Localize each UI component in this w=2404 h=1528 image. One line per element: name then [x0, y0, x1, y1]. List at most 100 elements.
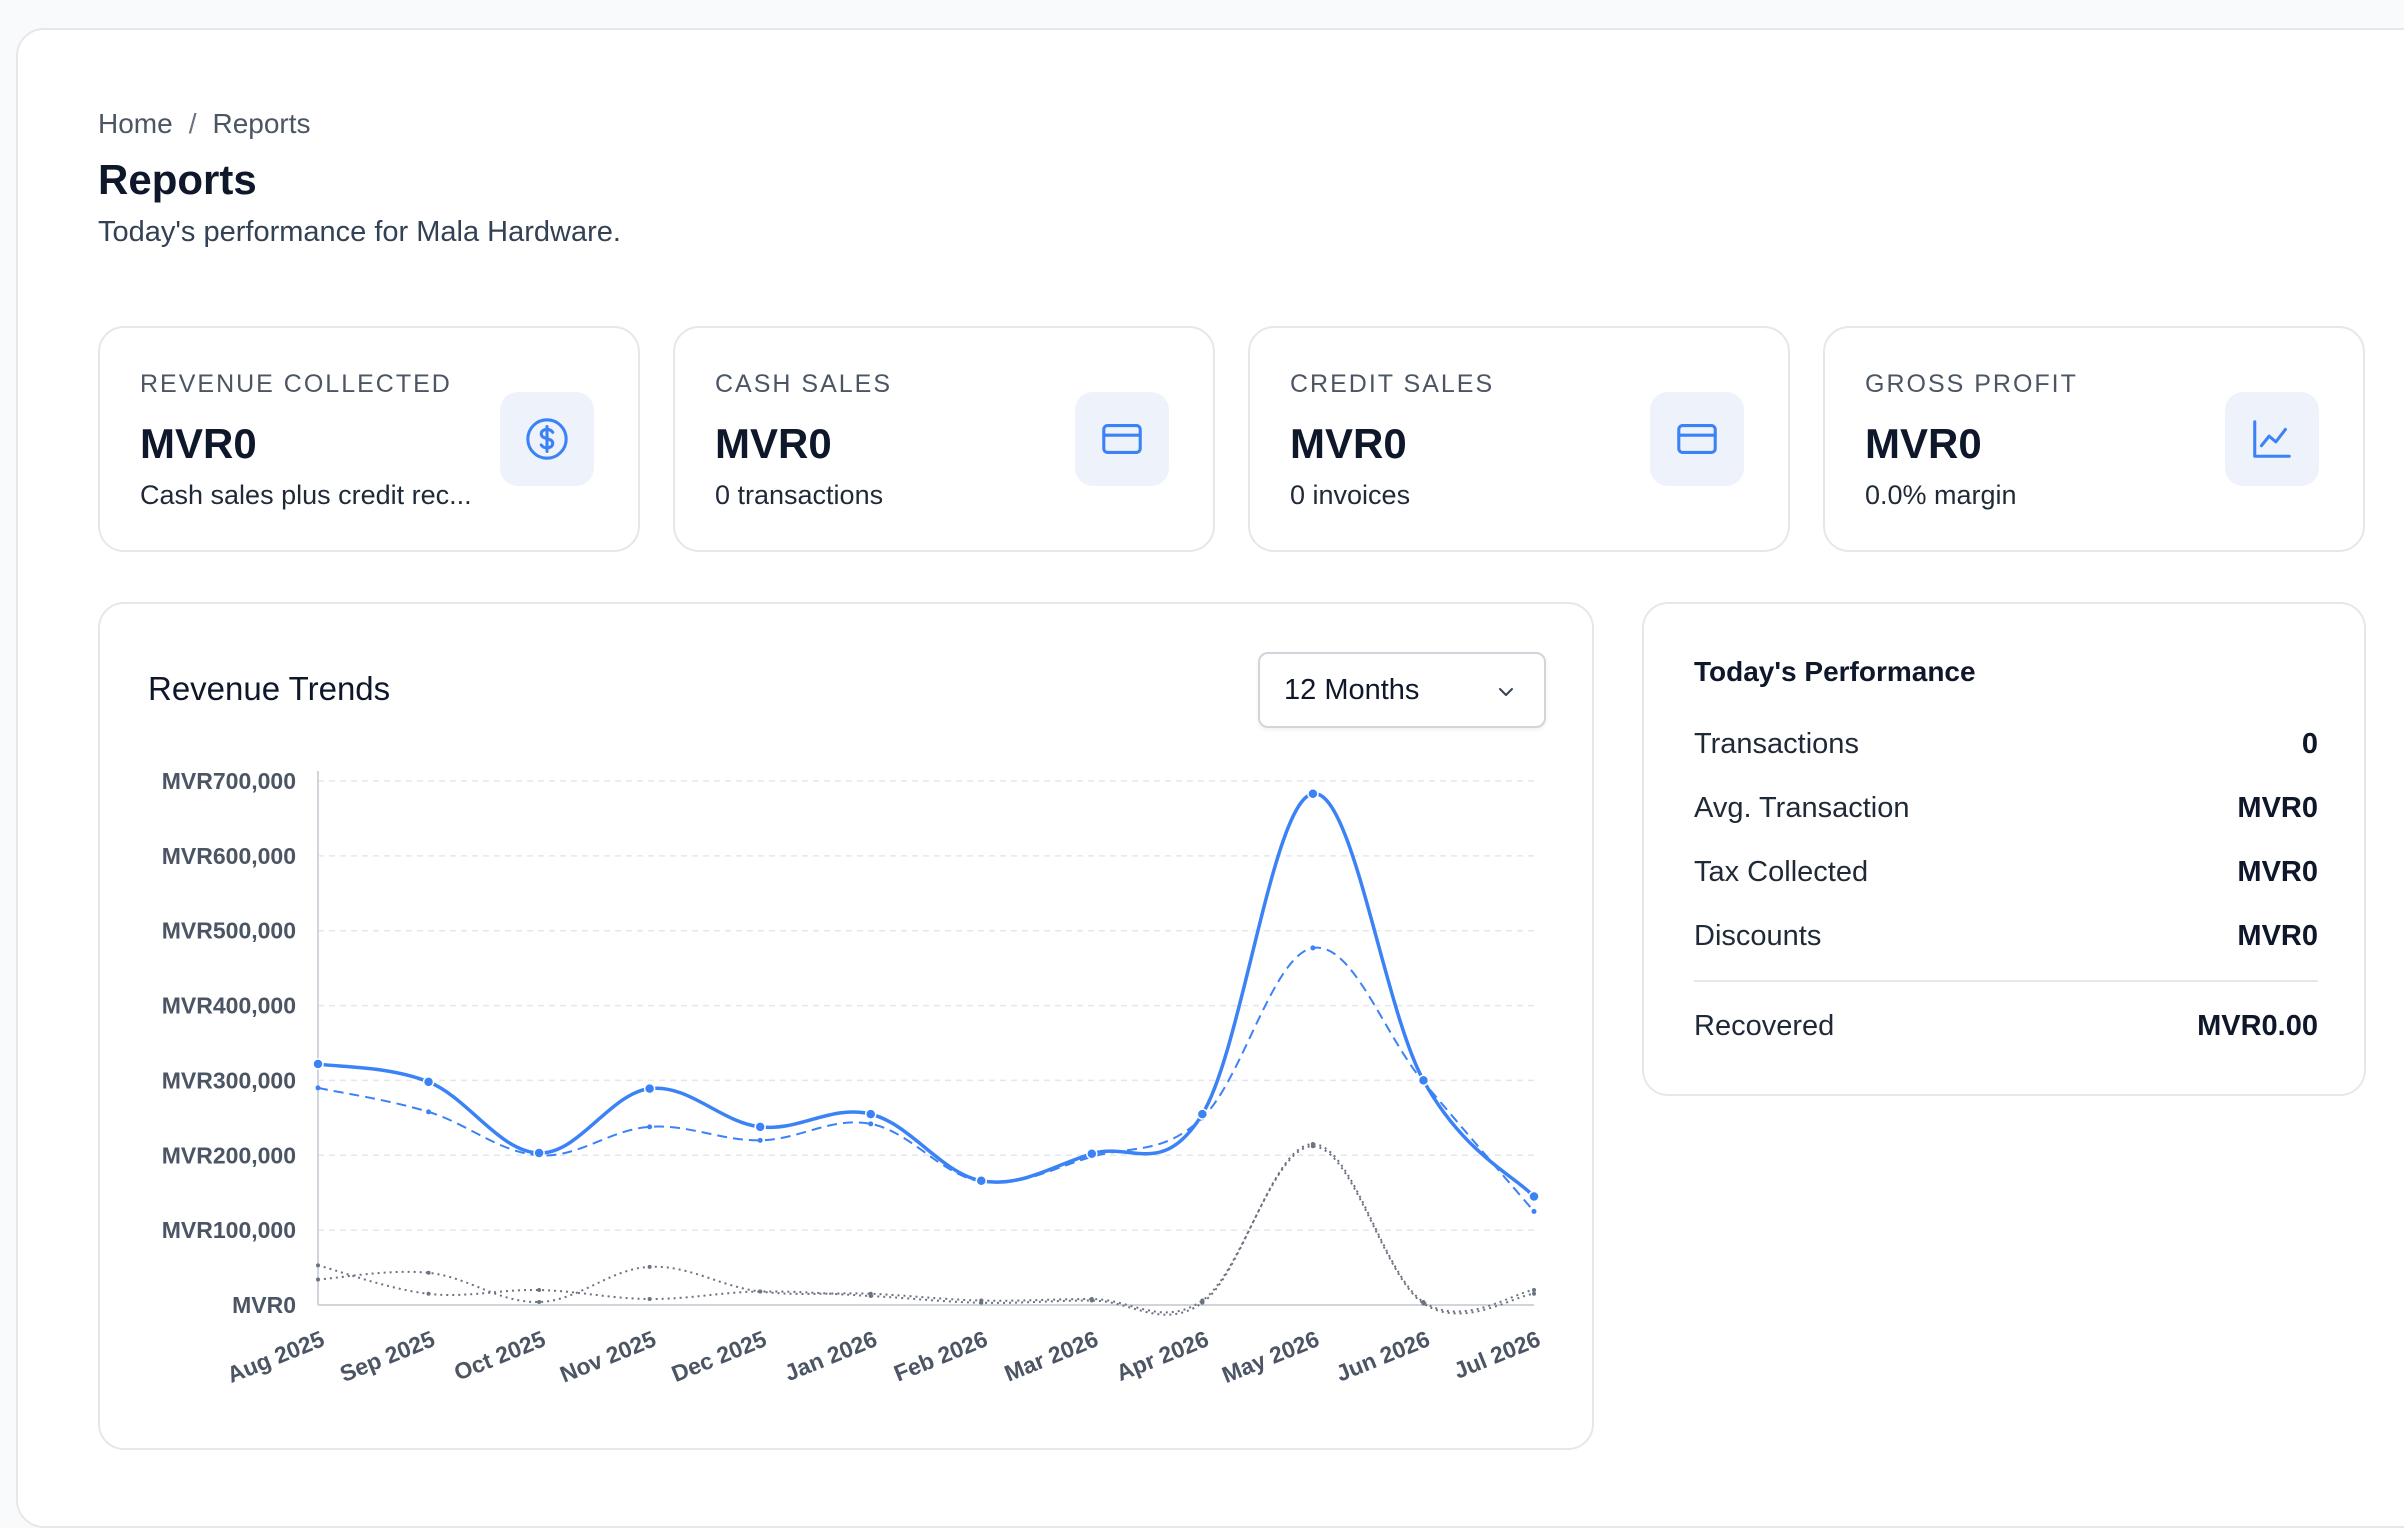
data-point [1307, 787, 1319, 800]
data-point [537, 1300, 542, 1305]
stat-card-credit-sales: CREDIT SALES MVR0 0 invoices [1248, 326, 1790, 552]
data-point [1200, 1298, 1205, 1303]
credit-card-icon [1650, 392, 1744, 486]
x-tick-label: Apr 2026 [1112, 1326, 1212, 1387]
data-point [868, 1121, 874, 1127]
series-line-dashed [317, 946, 1535, 1213]
data-point [426, 1291, 431, 1296]
series-line-dotted [317, 1143, 1535, 1316]
data-point [864, 1108, 877, 1120]
perf-row-avg-transaction: Avg. Transaction MVR0 [1694, 792, 2318, 832]
chevron-down-icon [1499, 688, 1513, 696]
stat-subtext: 0.0% margin [1865, 480, 2017, 510]
stat-card-cash-sales: CASH SALES MVR0 0 transactions [673, 326, 1215, 552]
perf-row-value: MVR0 [2237, 792, 2318, 824]
todays-performance-card: Today's Performance Transactions 0 Avg. … [1642, 602, 2366, 1096]
breadcrumb-home-link[interactable]: Home [98, 108, 173, 139]
revenue-chart: MVR0 MVR100,000 MVR200,000 MVR300,000 MVR400… [162, 768, 1544, 1388]
perf-row-label: Tax Collected [1694, 856, 1869, 888]
y-tick-label: MVR100,000 [162, 1217, 296, 1243]
perf-row-label: Avg. Transaction [1694, 792, 1910, 824]
stat-label: REVENUE COLLECTED [140, 370, 452, 398]
x-tick-label: Oct 2025 [450, 1325, 549, 1385]
perf-row-value: 0 [2301, 728, 2318, 760]
range-select[interactable]: 12 Months [1258, 652, 1546, 728]
perf-row-value: MVR0 [2237, 856, 2318, 888]
data-point [533, 1147, 545, 1159]
perf-divider [1694, 980, 2318, 982]
x-tick-label: May 2026 [1218, 1326, 1323, 1388]
data-point [647, 1264, 652, 1269]
y-tick-label: MVR200,000 [162, 1142, 296, 1168]
stat-label: CASH SALES [715, 370, 893, 398]
data-point [1086, 1148, 1098, 1160]
data-point [1532, 1288, 1536, 1293]
data-point [312, 1058, 324, 1070]
stat-label: CREDIT SALES [1290, 370, 1495, 398]
x-tick-label: Mar 2026 [1001, 1326, 1102, 1387]
x-tick-label: Nov 2025 [556, 1325, 660, 1387]
data-point [647, 1124, 653, 1130]
data-point [754, 1121, 766, 1133]
stat-value: MVR0 [1865, 420, 1982, 467]
data-point [316, 1263, 320, 1268]
stat-subtext: 0 transactions [715, 480, 884, 510]
stat-value: MVR0 [715, 420, 832, 467]
data-point [1310, 945, 1316, 951]
y-tick-label: MVR300,000 [162, 1067, 296, 1093]
line-chart-icon [2225, 392, 2319, 486]
x-tick-label: Jul 2026 [1450, 1326, 1544, 1384]
data-point [757, 1137, 763, 1143]
data-point [426, 1270, 431, 1275]
perf-row-label: Recovered [1694, 1010, 1835, 1042]
breadcrumb-current: Reports [212, 108, 311, 139]
perf-row-label: Discounts [1694, 920, 1822, 952]
data-point [1196, 1108, 1209, 1120]
data-point [868, 1291, 873, 1296]
x-tick-label: Aug 2025 [223, 1325, 328, 1387]
data-point [1528, 1190, 1540, 1203]
x-tick-label: Jan 2026 [781, 1326, 881, 1387]
perf-row-discounts: Discounts MVR0 [1694, 920, 2318, 960]
stat-subtext: 0 invoices [1290, 480, 1411, 510]
stat-label: GROSS PROFIT [1865, 370, 2078, 398]
data-point [316, 1277, 320, 1282]
y-tick-label: MVR700,000 [162, 768, 296, 794]
data-point [647, 1297, 652, 1302]
y-tick-label: MVR400,000 [162, 993, 296, 1019]
dollar-circle-icon [500, 392, 594, 486]
perf-row-value: MVR0 [2237, 920, 2318, 952]
breadcrumb-separator: / [188, 108, 197, 139]
data-point [979, 1298, 984, 1303]
y-tick-label: MVR500,000 [162, 918, 296, 944]
stat-value: MVR0 [140, 420, 257, 467]
stat-value: MVR0 [1290, 420, 1407, 467]
breadcrumb: Home / Reports [98, 108, 311, 140]
data-point [1310, 1144, 1315, 1149]
x-tick-label: Feb 2026 [890, 1326, 991, 1387]
stat-subtext: Cash sales plus credit rec... [140, 480, 472, 510]
data-point [1421, 1301, 1426, 1306]
y-tick-label: MVR600,000 [162, 843, 296, 869]
credit-card-icon [1075, 392, 1169, 486]
perf-row-recovered: Recovered MVR0.00 [1694, 1010, 2318, 1050]
stat-card-gross-profit: GROSS PROFIT MVR0 0.0% margin [1823, 326, 2365, 552]
x-tick-label: Dec 2025 [668, 1325, 770, 1387]
data-point [315, 1085, 321, 1091]
stat-card-revenue-collected: REVENUE COLLECTED MVR0 Cash sales plus c… [98, 326, 640, 552]
y-tick-label: MVR0 [232, 1292, 296, 1318]
range-select-value: 12 Months [1284, 674, 1420, 706]
page-subtitle: Today's performance for Mala Hardware. [98, 216, 621, 248]
x-tick-label: Sep 2025 [336, 1325, 438, 1387]
revenue-trends-card: Revenue Trends 12 Months MVR0 MVR100,000 M… [98, 602, 1594, 1450]
page-title: Reports [98, 156, 257, 203]
data-point [422, 1076, 435, 1088]
x-tick-label: Jun 2026 [1332, 1326, 1433, 1387]
data-point [1417, 1074, 1430, 1087]
data-point [537, 1288, 542, 1293]
perf-title: Today's Performance [1694, 656, 1976, 687]
data-point [758, 1289, 763, 1294]
perf-row-transactions: Transactions 0 [1694, 728, 2318, 768]
data-point [426, 1109, 432, 1115]
data-point [1532, 1291, 1536, 1296]
